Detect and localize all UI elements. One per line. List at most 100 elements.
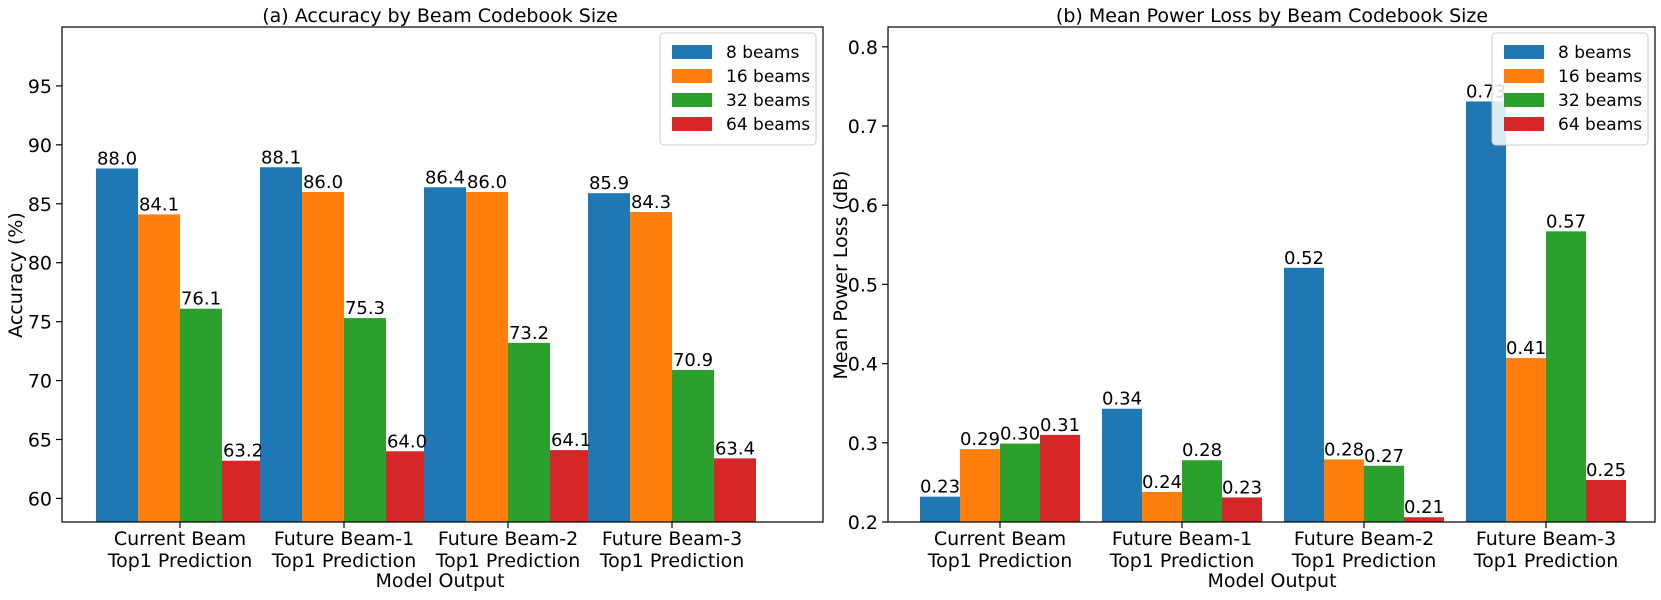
chart-title: (a) Accuracy by Beam Codebook Size — [262, 5, 618, 27]
bar-value-label: 76.1 — [181, 289, 221, 310]
legend-label: 8 beams — [1558, 43, 1631, 63]
x-tick-label: Current Beam — [114, 528, 246, 550]
x-tick-label: Future Beam-2 — [1294, 528, 1434, 550]
bar-value-label: 85.9 — [589, 173, 629, 194]
bar-value-label: 0.25 — [1586, 460, 1626, 481]
bar — [1000, 443, 1040, 522]
bar-value-label: 0.31 — [1040, 415, 1080, 436]
y-tick-label: 0.5 — [848, 274, 878, 296]
bar — [1142, 491, 1182, 522]
bars-group — [96, 167, 756, 523]
bar — [1586, 480, 1626, 522]
bar-value-label: 86.0 — [467, 172, 507, 193]
bar-value-label: 86.4 — [425, 167, 465, 188]
data-labels-group: 0.230.29 0.30 0.310.340.240.280.230.520.28… — [920, 81, 1626, 518]
bar — [1506, 358, 1546, 522]
data-labels-group: 88.084.176.163.288.186.075.364.086.4 86.0… — [97, 147, 755, 461]
legend-label: 64 beams — [1558, 115, 1642, 135]
bar-value-label: 0.52 — [1284, 248, 1324, 269]
bar-value-label: 0.57 — [1546, 211, 1586, 232]
bar — [222, 460, 264, 522]
bar — [714, 458, 756, 522]
chart-title: (b) Mean Power Loss by Beam Codebook Siz… — [1056, 5, 1488, 27]
bar — [466, 192, 508, 522]
bar — [960, 449, 1000, 522]
bar — [344, 318, 386, 522]
y-tick-label: 0.2 — [848, 512, 878, 534]
bar-value-label: 64.0 — [387, 431, 427, 452]
bar-value-label: 86.0 — [303, 172, 343, 193]
legend-label: 16 beams — [1558, 67, 1642, 87]
bar — [1324, 459, 1364, 522]
x-tick-label: Top1 Prediction — [1291, 550, 1437, 572]
plot-frame — [887, 26, 1656, 523]
bar — [138, 214, 180, 522]
bar-value-label: 0.27 — [1364, 446, 1404, 467]
x-tick-label: Top1 Prediction — [599, 550, 745, 572]
x-axis-label: Model Output — [1207, 570, 1336, 592]
legend-label: 8 beams — [726, 43, 799, 63]
x-tick-label: Future Beam-2 — [438, 528, 578, 550]
legend-label: 32 beams — [726, 91, 810, 111]
y-tick-label: 95 — [28, 76, 52, 98]
y-tick-label: 75 — [28, 312, 52, 334]
bar-value-label: 88.0 — [97, 148, 137, 169]
bar-value-label: 63.2 — [223, 441, 263, 462]
bar — [1364, 465, 1404, 522]
bar — [1404, 517, 1444, 522]
bar — [1222, 497, 1262, 522]
legend-label: 64 beams — [726, 115, 810, 135]
x-tick-label: Top1 Prediction — [1473, 550, 1619, 572]
bar — [180, 308, 222, 522]
power-loss-chart: (b) Mean Power Loss by Beam Codebook Siz… — [830, 5, 1656, 592]
bar-value-label: 0.28 — [1182, 440, 1222, 461]
bar-value-label: 75.3 — [345, 298, 385, 319]
y-tick-label: 0.3 — [848, 433, 878, 455]
bar — [550, 450, 592, 522]
y-tick-label: 65 — [28, 430, 52, 452]
y-tick-label: 60 — [28, 488, 52, 510]
bar — [508, 342, 550, 522]
y-ticks-group: 60 65 70 75 80 85 90 95 — [28, 76, 62, 510]
bar — [588, 193, 630, 522]
y-tick-label: 0.7 — [848, 116, 878, 138]
bar — [96, 168, 138, 522]
bar — [424, 187, 466, 523]
bar — [1182, 460, 1222, 522]
legend-swatch — [1504, 93, 1544, 107]
legend-swatch — [672, 69, 712, 83]
legend-label: 32 beams — [1558, 91, 1642, 111]
y-tick-label: 0.6 — [848, 195, 878, 217]
x-tick-label: Future Beam-1 — [274, 528, 414, 550]
x-tick-label: Top1 Prediction — [107, 550, 253, 572]
y-tick-label: 80 — [28, 253, 52, 275]
y-tick-label: 85 — [28, 194, 52, 216]
legend: 8 beams 16 beams 32 beams 64 beams — [659, 32, 817, 146]
x-tick-label: Current Beam — [934, 528, 1066, 550]
x-tick-label: Top1 Prediction — [927, 550, 1073, 572]
bar — [1102, 408, 1142, 522]
bar — [1284, 267, 1324, 522]
bar — [630, 212, 672, 523]
accuracy-chart: (a) Accuracy by Beam Codebook Size Model… — [5, 5, 824, 592]
bar-value-label: 0.24 — [1142, 472, 1182, 493]
x-tick-label: Future Beam-3 — [602, 528, 742, 550]
bar — [1466, 101, 1506, 522]
bar-value-label: 0.29 — [960, 429, 1000, 450]
x-tick-label: Future Beam-1 — [1112, 528, 1252, 550]
x-tick-label: Top1 Prediction — [271, 550, 417, 572]
bar-value-label: 88.1 — [261, 147, 301, 168]
bar-value-label: 0.21 — [1404, 497, 1444, 518]
x-axis-label: Model Output — [375, 570, 504, 592]
y-tick-label: 0.4 — [848, 354, 878, 376]
legend-swatch — [1504, 45, 1544, 59]
bar-value-label: 73.2 — [509, 323, 549, 344]
x-tick-label: Future Beam-3 — [1476, 528, 1616, 550]
bar — [260, 167, 302, 522]
bar-value-label: 63.4 — [715, 438, 755, 459]
bars-group — [920, 101, 1626, 522]
bar — [302, 192, 344, 522]
